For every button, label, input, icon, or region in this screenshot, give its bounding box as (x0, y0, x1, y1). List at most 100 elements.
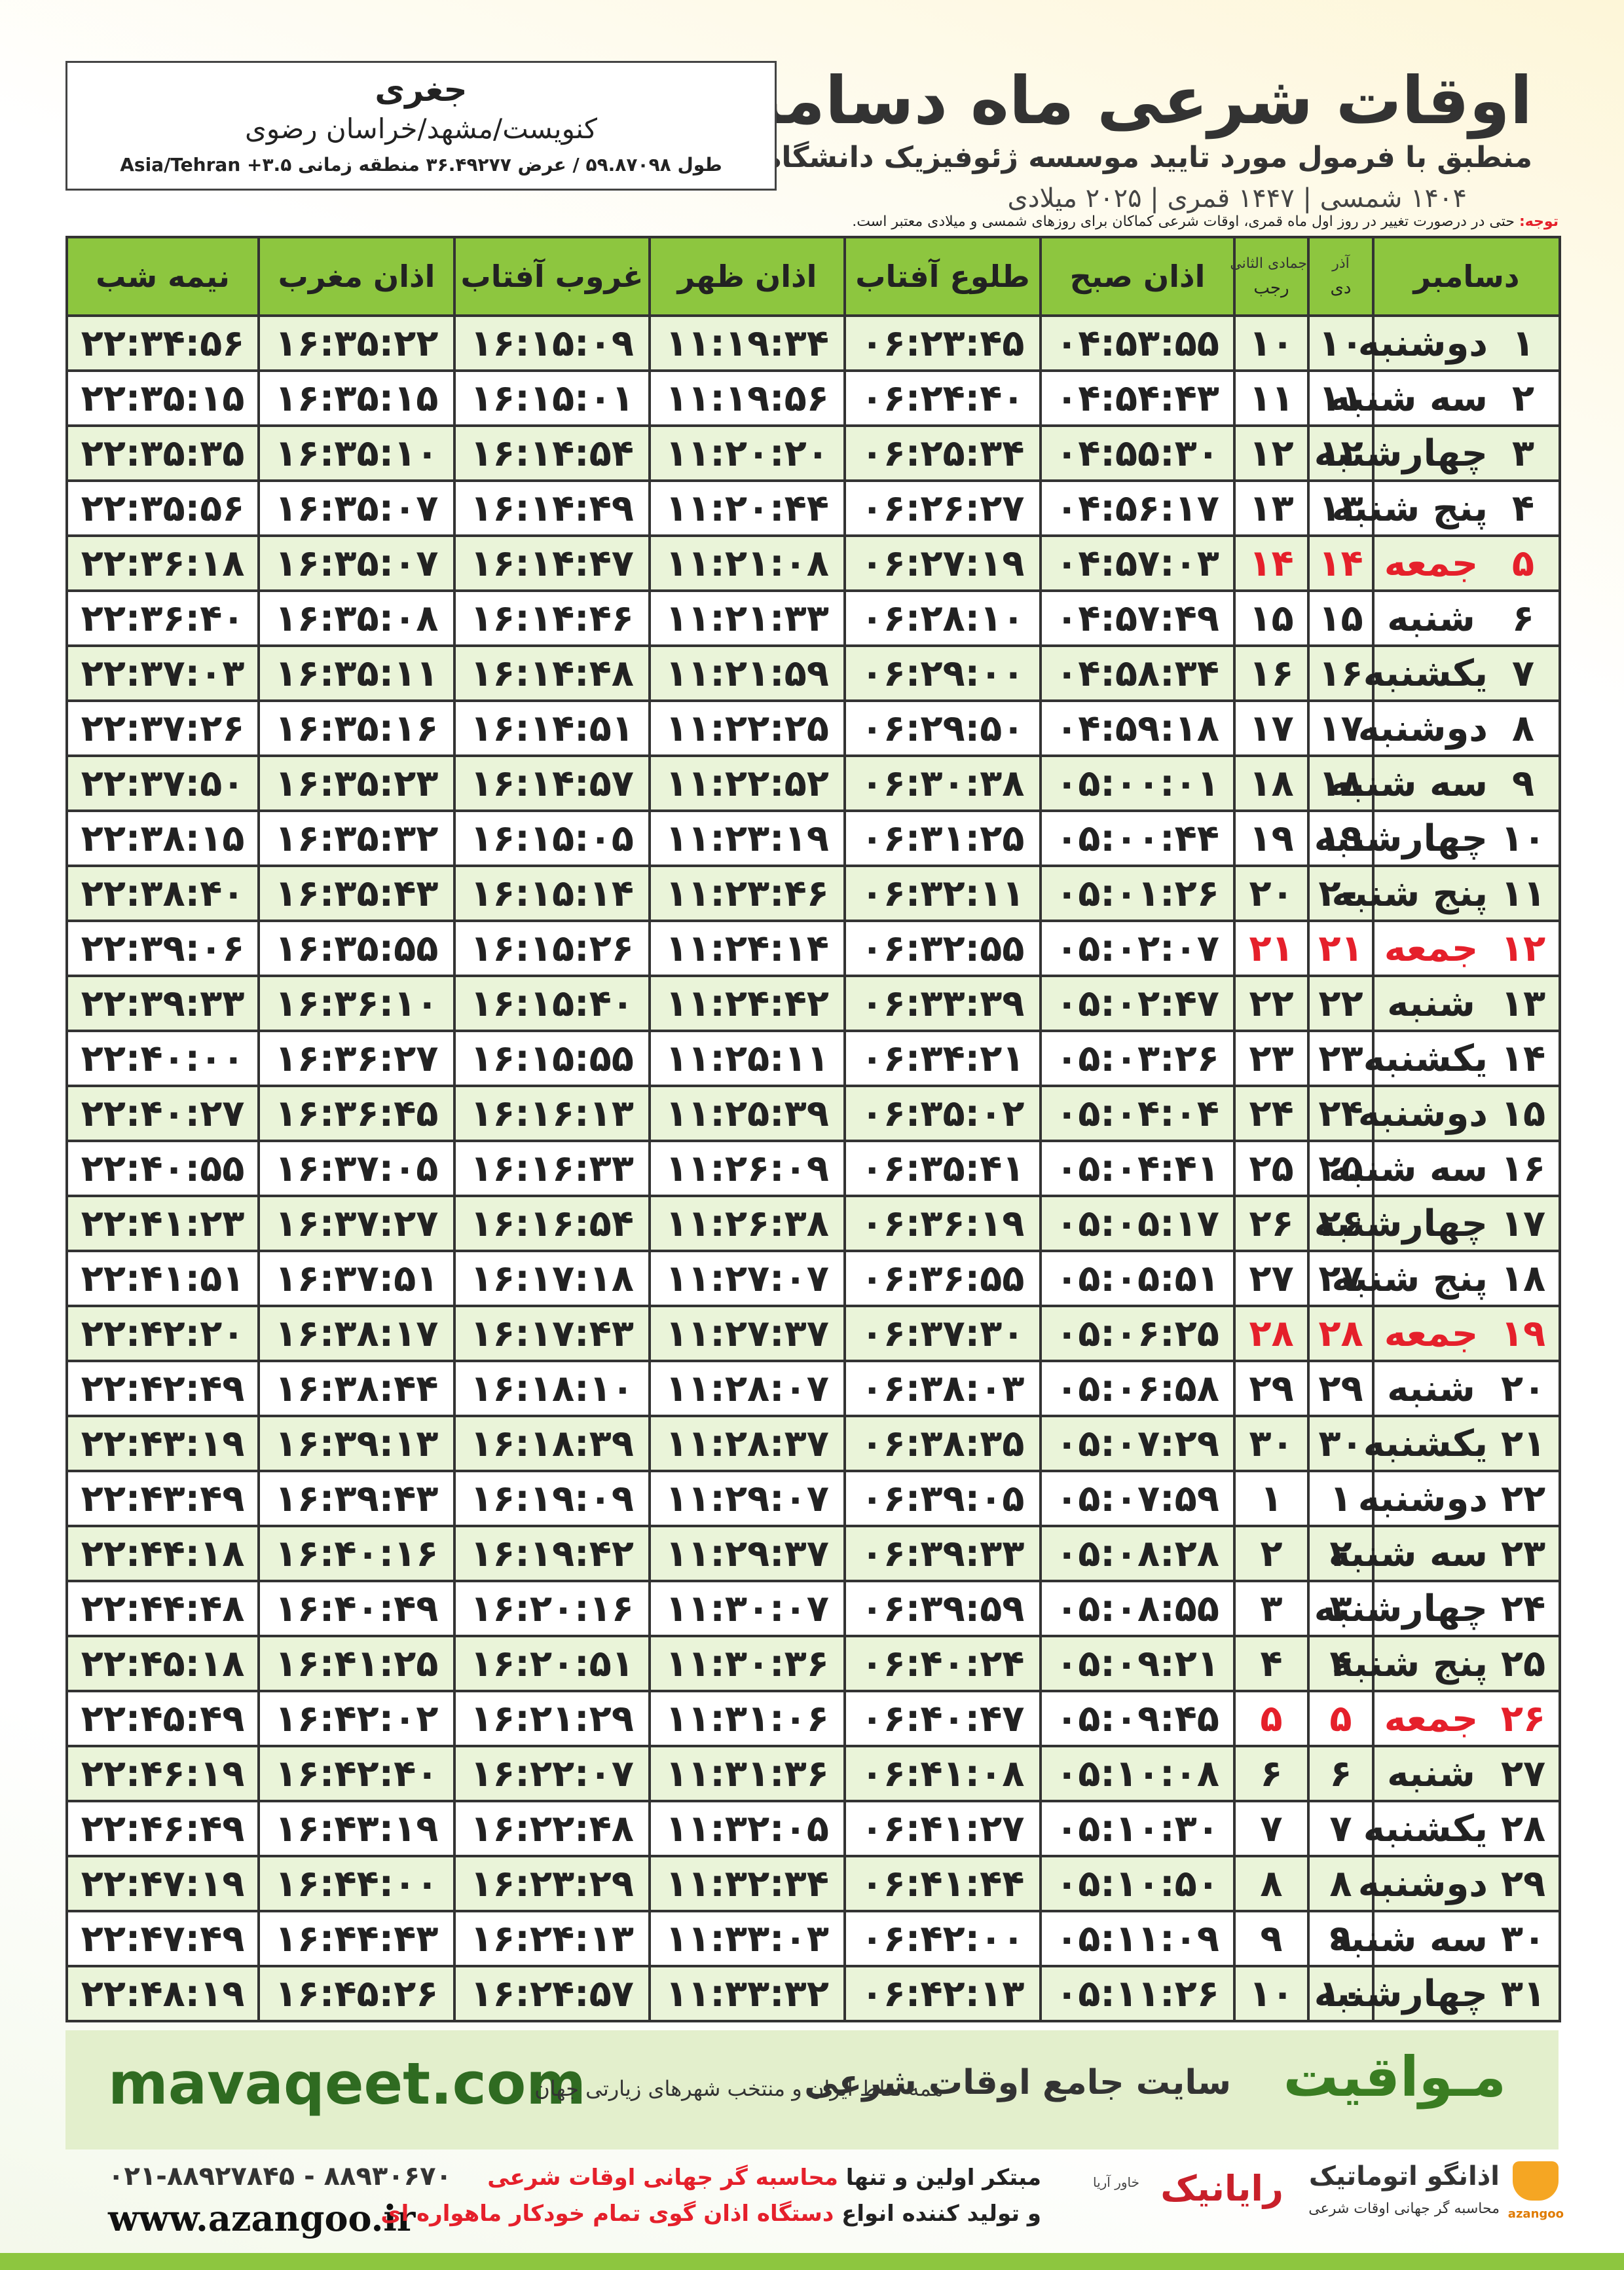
time-cell: ۲۲:۴۵:۴۹ (65, 1690, 260, 1747)
date-cell: ۲۸ (1233, 1305, 1310, 1362)
time-cell: ۰۵:۰۶:۲۵ (1039, 1305, 1236, 1362)
time-cell: ۰۶:۳۹:۰۵ (843, 1470, 1042, 1527)
time-cell: ۱۶:۳۹:۴۳ (257, 1470, 456, 1527)
time-cell: ۱۶:۱۴:۴۷ (453, 534, 651, 592)
date-cell: ۵ (1233, 1690, 1310, 1747)
date-cell: ۸ (1307, 1855, 1375, 1912)
time-cell: ۰۵:۰۹:۴۵ (1039, 1690, 1236, 1747)
time-cell: ۰۶:۳۰:۳۸ (843, 754, 1042, 812)
time-cell: ۱۶:۳۵:۴۳ (257, 865, 456, 922)
time-cell: ۰۵:۱۰:۵۰ (1039, 1855, 1236, 1912)
column-header: اذان صبح (1039, 236, 1236, 317)
time-cell: ۰۶:۳۵:۴۱ (843, 1140, 1042, 1197)
note-text: حتی در درصورت تغییر در روز اول ماه قمری،… (852, 214, 1515, 230)
time-cell: ۱۶:۱۹:۰۹ (453, 1470, 651, 1527)
time-cell: ۰۶:۳۷:۳۰ (843, 1305, 1042, 1362)
time-cell: ۲۲:۴۸:۱۹ (65, 1965, 260, 2022)
time-cell: ۲۲:۳۸:۴۰ (65, 865, 260, 922)
time-cell: ۰۴:۵۷:۰۳ (1039, 534, 1236, 592)
date-cell: ۴ (1233, 1635, 1310, 1692)
time-cell: ۰۵:۰۵:۱۷ (1039, 1195, 1236, 1252)
date-cell: ۲ (1307, 1525, 1375, 1582)
weekday: چهارشنبه (1314, 1195, 1488, 1252)
time-cell: ۲۲:۴۱:۲۳ (65, 1195, 260, 1252)
weekday: چهارشنبه (1314, 424, 1488, 482)
day-number: ۱۰ (1488, 809, 1561, 867)
time-cell: ۰۵:۰۸:۵۵ (1039, 1580, 1236, 1637)
time-cell: ۰۶:۴۰:۲۴ (843, 1635, 1042, 1692)
time-cell: ۲۲:۳۷:۲۶ (65, 699, 260, 757)
date-cell: ۲۰ (1307, 865, 1375, 922)
weekday: چهارشنبه (1314, 1580, 1488, 1637)
time-cell: ۰۴:۵۹:۱۸ (1039, 699, 1236, 757)
time-cell: ۲۲:۳۵:۱۵ (65, 369, 260, 427)
day-number: ۳۰ (1488, 1910, 1561, 1967)
phones: ۰۲۱-۸۸۹۲۷۸۴۵ - ۸۸۹۳۰۶۷۰ (108, 2161, 452, 2191)
row: ۵ جمعه ۱۴ ۱۴ ۰۴:۵۷:۰۳ ۰۶:۲۷:۱۹ ۱۱:۲۱:۰۸ ۱۶:۱۴:۴… (65, 534, 1561, 592)
day-number: ۱۲ (1488, 920, 1561, 977)
time-cell: ۱۱:۲۱:۳۳ (648, 589, 846, 647)
time-cell: ۱۶:۴۱:۲۵ (257, 1635, 456, 1692)
dates: ۱۴۰۴ شمسی | ۱۴۴۷ قمری | ۲۰۲۵ میلادی (1007, 183, 1467, 214)
time-cell: ۰۴:۵۶:۱۷ (1039, 479, 1236, 537)
time-cell: ۲۲:۴۴:۴۸ (65, 1580, 260, 1637)
time-cell: ۰۶:۲۹:۰۰ (843, 644, 1042, 702)
time-cell: ۰۵:۰۹:۲۱ (1039, 1635, 1236, 1692)
time-cell: ۱۱:۲۶:۰۹ (648, 1140, 846, 1197)
weekday: سه شنبه (1329, 754, 1488, 812)
time-cell: ۱۶:۴۳:۱۹ (257, 1800, 456, 1857)
date-cell: ۱۲ (1233, 424, 1310, 482)
time-cell: ۱۶:۳۷:۲۷ (257, 1195, 456, 1252)
time-cell: ۰۶:۳۲:۵۵ (843, 920, 1042, 977)
row: ۲۳ سه شنبه ۲ ۲ ۰۵:۰۸:۲۸ ۰۶:۳۹:۳۳ ۱۱:۲۹:۳۷ ۱۶:۱۹… (65, 1525, 1561, 1582)
row: ۱۴ یکشنبه ۲۳ ۲۳ ۰۵:۰۳:۲۶ ۰۶:۳۴:۲۱ ۱۱:۲۵:۱۱ ۱۶:۱… (65, 1030, 1561, 1087)
time-cell: ۱۱:۳۲:۰۵ (648, 1800, 846, 1857)
slogan-1b: محاسبه گر جهانی اوقات شرعی (487, 2165, 838, 2191)
weekday: پنج شنبه (1332, 865, 1488, 922)
time-cell: ۱۱:۲۳:۴۶ (648, 865, 846, 922)
row: ۱ دوشنبه ۱۰ ۱۰ ۰۴:۵۳:۵۵ ۰۶:۲۳:۴۵ ۱۱:۱۹:۳۴ ۱۶:۱۵… (65, 314, 1561, 372)
time-cell: ۱۱:۲۸:۳۷ (648, 1415, 846, 1472)
time-cell: ۱۱:۱۹:۵۶ (648, 369, 846, 427)
date-cell: ۱۷ (1233, 699, 1310, 757)
time-cell: ۰۶:۴۲:۱۳ (843, 1965, 1042, 2022)
logo-mark: azangoo (1507, 2207, 1564, 2221)
time-cell: ۱۶:۲۲:۰۷ (453, 1745, 651, 1802)
time-cell: ۱۶:۳۵:۳۲ (257, 809, 456, 867)
brand: مـواقیت (1283, 2045, 1506, 2109)
weekday: سه شنبه (1329, 369, 1488, 427)
time-cell: ۱۱:۲۰:۴۴ (648, 479, 846, 537)
date-cell: ۲۲ (1307, 975, 1375, 1032)
time-cell: ۲۲:۴۶:۴۹ (65, 1800, 260, 1857)
time-cell: ۱۶:۳۶:۱۰ (257, 975, 456, 1032)
date-cell: ۷ (1233, 1800, 1310, 1857)
day-number: ۱۳ (1488, 975, 1561, 1032)
row: ۲۵ پنج شنبه ۴ ۴ ۰۵:۰۹:۲۱ ۰۶:۴۰:۲۴ ۱۱:۳۰:۳۶ ۱۶:۲… (65, 1635, 1561, 1692)
date-cell: ۱۸ (1307, 754, 1375, 812)
time-cell: ۲۲:۴۰:۲۷ (65, 1085, 260, 1142)
row: ۳ چهارشنبه ۱۲ ۱۲ ۰۴:۵۵:۳۰ ۰۶:۲۵:۳۴ ۱۱:۲۰:۲۰ ۱۶:… (65, 424, 1561, 482)
time-cell: ۰۶:۳۳:۳۹ (843, 975, 1042, 1032)
weekday: شنبه (1372, 589, 1488, 647)
weekday: سه شنبه (1329, 1140, 1488, 1197)
time-cell: ۲۲:۳۷:۵۰ (65, 754, 260, 812)
weekday: یکشنبه (1363, 1415, 1488, 1472)
row: ۲۴ چهارشنبه ۳ ۳ ۰۵:۰۸:۵۵ ۰۶:۳۹:۵۹ ۱۱:۳۰:۰۷ ۱۶:۲… (65, 1580, 1561, 1637)
column-header: جمادی الثانی رجب (1230, 236, 1310, 317)
time-cell: ۰۶:۴۱:۰۸ (843, 1745, 1042, 1802)
row: ۲۶ جمعه ۵ ۵ ۰۵:۰۹:۴۵ ۰۶:۴۰:۴۷ ۱۱:۳۱:۰۶ ۱۶:۲۱:۲۹… (65, 1690, 1561, 1747)
time-cell: ۰۵:۰۷:۵۹ (1039, 1470, 1236, 1527)
time-cell: ۱۶:۳۵:۲۳ (257, 754, 456, 812)
time-cell: ۰۵:۱۱:۲۶ (1039, 1965, 1236, 2022)
time-cell: ۲۲:۴۰:۰۰ (65, 1030, 260, 1087)
time-cell: ۰۵:۰۷:۲۹ (1039, 1415, 1236, 1472)
date-cell: ۲۲ (1233, 975, 1310, 1032)
column-header: اذان مغرب (257, 236, 456, 317)
time-cell: ۰۶:۳۱:۲۵ (843, 809, 1042, 867)
row: ۲ سه شنبه ۱۱ ۱۱ ۰۴:۵۴:۴۳ ۰۶:۲۴:۴۰ ۱۱:۱۹:۵۶ ۱۶:۱… (65, 369, 1561, 427)
date-cell: ۲۵ (1307, 1140, 1375, 1197)
time-cell: ۲۲:۴۴:۱۸ (65, 1525, 260, 1582)
time-cell: ۱۶:۱۶:۱۳ (453, 1085, 651, 1142)
time-cell: ۰۵:۰۸:۲۸ (1039, 1525, 1236, 1582)
weekday: چهارشنبه (1314, 1965, 1488, 2022)
